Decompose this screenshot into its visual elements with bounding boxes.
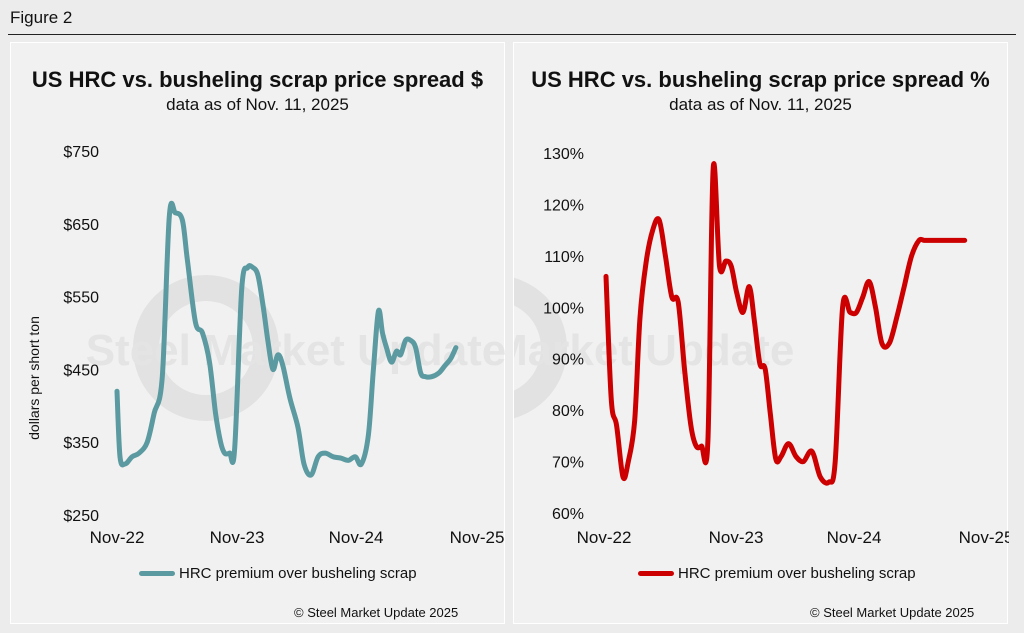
y-tick-label: 100% — [543, 300, 584, 317]
y-tick-label: 90% — [552, 352, 584, 369]
x-tick-label: Nov-24 — [827, 528, 882, 547]
legend-swatch — [139, 571, 175, 576]
x-tick-label: Nov-25 — [450, 528, 505, 547]
y-tick-label: $650 — [63, 217, 99, 234]
x-tick-label: Nov-22 — [90, 528, 145, 547]
copyright: © Steel Market Update 2025 — [810, 605, 975, 620]
y-tick-label: $750 — [63, 144, 99, 161]
y-tick-label: $550 — [63, 290, 99, 307]
y-tick-label: $250 — [63, 508, 99, 525]
left-chart-panel: US HRC vs. busheling scrap price spread … — [10, 42, 506, 624]
watermark-text: Steel Market Update — [514, 326, 794, 375]
x-tick-label: Nov-23 — [709, 528, 764, 547]
series-line — [603, 161, 968, 486]
chart-title: US HRC vs. busheling scrap price spread … — [531, 67, 990, 92]
chart-subtitle: data as of Nov. 11, 2025 — [166, 95, 349, 114]
y-tick-label: 130% — [543, 146, 584, 163]
chart-legend: HRC premium over busheling scrap — [139, 565, 417, 582]
y-axis-label: dollars per short ton — [26, 316, 42, 440]
series-line — [114, 200, 459, 478]
right-chart-panel: US HRC vs. busheling scrap price spread … — [513, 42, 1009, 624]
y-tick-label: 120% — [543, 197, 584, 214]
y-tick-label: 70% — [552, 455, 584, 472]
chart-legend: HRC premium over busheling scrap — [638, 565, 916, 582]
watermark-text: Steel Market Update — [86, 326, 506, 375]
chart-subtitle: data as of Nov. 11, 2025 — [669, 95, 852, 114]
y-tick-label: 80% — [552, 403, 584, 420]
y-tick-label: 110% — [544, 249, 584, 266]
left-chart-svg: Steel Market Update $250 $350 $450 $550 $650 $… — [26, 144, 506, 547]
y-tick-label: 60% — [552, 506, 584, 523]
right-chart-svg: Steel Market Update 60% 70% 80% 90% 100% 110% 1… — [514, 146, 1009, 547]
watermark: Steel Market Update — [514, 277, 794, 419]
legend-label: HRC premium over busheling scrap — [678, 565, 916, 582]
x-tick-label: Nov-25 — [959, 528, 1009, 547]
x-tick-label: Nov-24 — [329, 528, 384, 547]
copyright: © Steel Market Update 2025 — [294, 605, 459, 620]
figure-divider — [8, 34, 1016, 35]
y-tick-label: $450 — [63, 362, 99, 379]
legend-swatch — [638, 571, 674, 576]
legend-label: HRC premium over busheling scrap — [179, 565, 417, 582]
x-tick-label: Nov-23 — [210, 528, 265, 547]
x-tick-label: Nov-22 — [577, 528, 632, 547]
watermark: Steel Market Update — [86, 275, 506, 421]
y-tick-label: $350 — [63, 435, 99, 452]
figure-label: Figure 2 — [10, 8, 73, 27]
chart-title: US HRC vs. busheling scrap price spread … — [31, 67, 484, 92]
